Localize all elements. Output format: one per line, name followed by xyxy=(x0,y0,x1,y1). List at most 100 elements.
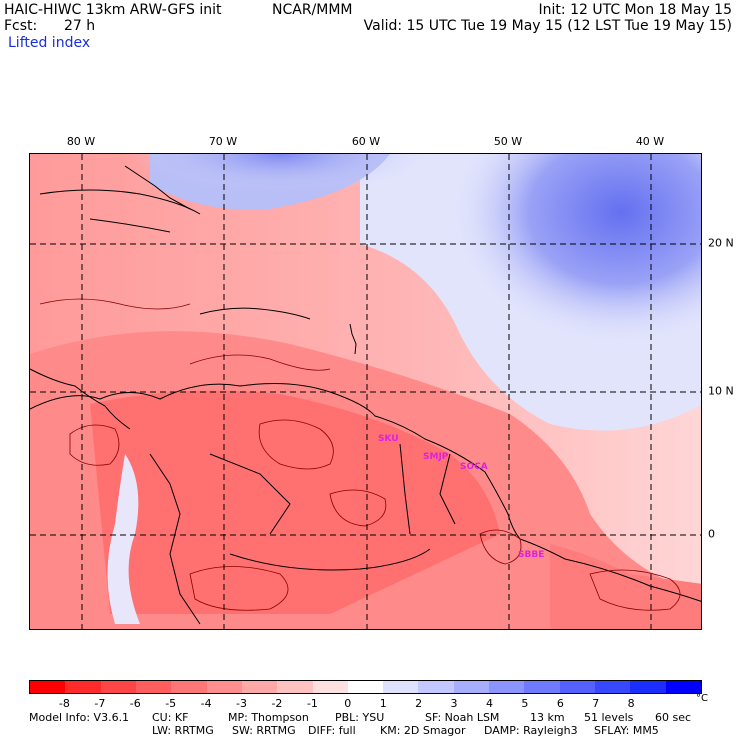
country-border-b xyxy=(209,453,291,535)
colorbar-swatch xyxy=(65,681,101,693)
hispaniola-coast xyxy=(89,218,171,233)
andes-stable-strip xyxy=(107,454,140,624)
model-info-item: DIFF: full xyxy=(308,724,356,737)
contour-h xyxy=(329,489,387,527)
site-label-smjp: SMJP xyxy=(423,452,449,462)
colorbar-tick-label: 5 xyxy=(521,697,529,710)
init-time: Init: 12 UTC Mon 18 May 15 xyxy=(538,2,732,18)
model-info-item: SF: Noah LSM xyxy=(425,711,500,724)
south-america-coast xyxy=(30,383,701,602)
colorbar-unit: °C xyxy=(696,693,708,704)
colorbar-swatch xyxy=(135,681,172,693)
forecast-hour: 27 h xyxy=(64,18,96,34)
site-label-sku: SKU xyxy=(378,434,399,444)
org-label: NCAR/MMM xyxy=(272,2,353,18)
site-label-soca: SOCA xyxy=(460,462,488,472)
contour-e xyxy=(479,529,522,565)
colorbar-swatch xyxy=(171,681,207,693)
contours xyxy=(39,298,681,611)
lat-label-equator: 0 xyxy=(708,527,715,541)
country-border-d xyxy=(439,453,456,525)
lesser-antilles-arc xyxy=(349,323,357,355)
colorbar-tick-label: 6 xyxy=(556,697,564,710)
lat-label-20n: 20 N xyxy=(708,236,734,250)
colorbar-swatch xyxy=(206,681,242,693)
colorbar-swatch xyxy=(100,681,136,693)
colorbar-swatch xyxy=(312,681,348,693)
contour-d xyxy=(69,424,120,466)
colorbar-swatch xyxy=(524,681,560,693)
colorbar-swatch xyxy=(241,681,278,693)
colorbar-tick-label: -4 xyxy=(200,697,212,710)
colorbar xyxy=(29,680,702,694)
colorbar-tick-label: -1 xyxy=(306,697,318,710)
colorbar-tick-label: 0 xyxy=(344,697,352,710)
model-info-item: SFLAY: MM5 xyxy=(594,724,659,737)
lon-label-80w: 80 W xyxy=(66,135,96,148)
colorbar-swatch xyxy=(453,681,490,693)
contour-c xyxy=(258,419,334,470)
colorbar-tick-label: 8 xyxy=(627,697,635,710)
model-info-item: CU: KF xyxy=(152,711,189,724)
graticule xyxy=(30,154,701,629)
colorbar-swatch xyxy=(347,681,384,693)
lon-label-60w: 60 W xyxy=(351,135,381,148)
colorbar-swatch xyxy=(665,681,701,693)
model-info-item: SW: RRTMG xyxy=(232,724,296,737)
model-info-item: PBL: YSU xyxy=(335,711,385,724)
central-america-coast xyxy=(30,368,131,430)
colorbar-swatch xyxy=(630,681,666,693)
forecast-label: Fcst: xyxy=(4,18,38,34)
colorbar-swatch xyxy=(277,681,313,693)
colorbar-tick-label: -7 xyxy=(94,697,106,710)
map-canvas xyxy=(30,154,701,629)
colorbar-swatch xyxy=(559,681,595,693)
lon-label-50w: 50 W xyxy=(493,135,523,148)
contour-a xyxy=(39,298,191,310)
contour-g xyxy=(189,566,289,611)
lat-label-10n: 10 N xyxy=(708,384,734,398)
model-info-item: MP: Thompson xyxy=(228,711,309,724)
model-title: HAIC-HIWC 13km ARW-GFS init xyxy=(4,2,222,18)
stable-core-north xyxy=(130,154,430,234)
country-border-e xyxy=(229,548,431,571)
unstable-region-southeast xyxy=(550,544,701,629)
colorbar-swatch xyxy=(30,681,66,693)
colorbar-tick-label: 2 xyxy=(415,697,423,710)
contour-b xyxy=(189,354,331,371)
colorbar-tick-label: 1 xyxy=(379,697,387,710)
model-info-item: 51 levels xyxy=(584,711,634,724)
country-border-c xyxy=(399,443,411,535)
site-label-sbbe: SBBE xyxy=(518,550,545,560)
colorbar-swatch xyxy=(418,681,454,693)
coastlines xyxy=(30,165,701,625)
colorbar-tick-label: -5 xyxy=(165,697,177,710)
colorbar-swatch xyxy=(489,681,525,693)
model-info-item: 60 sec xyxy=(655,711,692,724)
colorbar-tick-label: -8 xyxy=(58,697,70,710)
colorbar-tick-label: -6 xyxy=(129,697,141,710)
model-info-item: KM: 2D Smagor xyxy=(380,724,466,737)
colorbar-tick-label: 4 xyxy=(485,697,493,710)
country-border-a xyxy=(149,453,201,625)
coast-segment-a xyxy=(199,307,311,320)
lifted-index-map: SKU SMJP SOCA SBBE xyxy=(29,153,702,630)
colorbar-swatch xyxy=(383,681,419,693)
unstable-core-south xyxy=(90,390,500,614)
colorbar-tick-label: 7 xyxy=(592,697,600,710)
valid-time: Valid: 15 UTC Tue 19 May 15 (12 LST Tue … xyxy=(363,18,732,34)
lon-label-70w: 70 W xyxy=(208,135,238,148)
lon-label-40w: 40 W xyxy=(635,135,665,148)
model-info-item: DAMP: Rayleigh3 xyxy=(484,724,578,737)
colorbar-tick-label: -3 xyxy=(236,697,247,710)
contour-f xyxy=(589,569,681,611)
bahamas-chain xyxy=(124,165,191,210)
colorbar-swatch xyxy=(595,681,631,693)
colorbar-tick-label: -2 xyxy=(271,697,283,710)
field-name: Lifted index xyxy=(8,35,91,51)
model-info-item: 13 km xyxy=(530,711,565,724)
caribbean-islands xyxy=(39,189,201,215)
model-info-item: Model Info: V3.6.1 xyxy=(29,711,130,724)
colorbar-tick-label: 3 xyxy=(450,697,458,710)
model-info-item: LW: RRTMG xyxy=(152,724,214,737)
